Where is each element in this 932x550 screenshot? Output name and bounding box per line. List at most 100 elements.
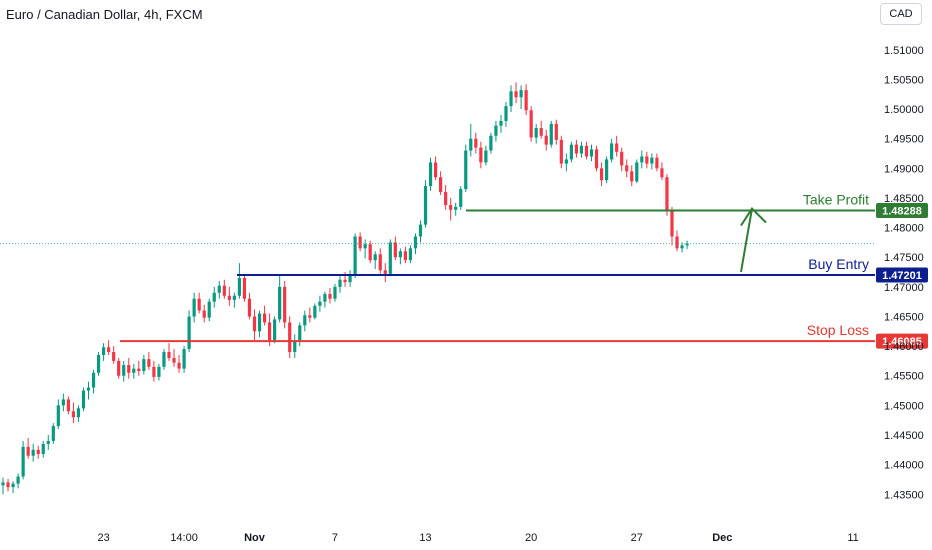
candle-body bbox=[107, 347, 111, 353]
candle bbox=[283, 280, 287, 329]
target-arrow-shaft bbox=[740, 208, 753, 273]
price-tick-label: 1.48500 bbox=[884, 193, 924, 205]
candle-body bbox=[127, 365, 131, 373]
candle-body bbox=[283, 286, 287, 323]
candle bbox=[187, 310, 191, 353]
candle-body bbox=[222, 285, 226, 296]
candle-body bbox=[318, 301, 322, 306]
price-tick-label: 1.46500 bbox=[884, 311, 924, 323]
price-tick-label: 1.49500 bbox=[884, 134, 924, 146]
candle bbox=[348, 270, 352, 287]
candle bbox=[247, 292, 252, 320]
candle bbox=[86, 381, 91, 400]
candle-body bbox=[293, 340, 297, 353]
price-tick-label: 1.48000 bbox=[884, 223, 924, 235]
price-tick-label: 1.51000 bbox=[884, 45, 924, 57]
candle-body bbox=[635, 162, 639, 182]
candle bbox=[192, 292, 196, 323]
candle-body bbox=[112, 352, 116, 361]
candle-body bbox=[267, 322, 272, 341]
candle-body bbox=[61, 399, 65, 406]
candle-body bbox=[569, 144, 573, 160]
candle-body bbox=[328, 293, 332, 299]
candle bbox=[474, 132, 478, 154]
candle bbox=[640, 150, 644, 169]
candle bbox=[257, 310, 262, 338]
candle-body bbox=[117, 360, 121, 376]
candle bbox=[630, 165, 634, 187]
candle bbox=[418, 220, 423, 243]
candle-body bbox=[152, 366, 156, 377]
candle-body bbox=[494, 125, 498, 136]
candle-body bbox=[428, 162, 433, 187]
candle bbox=[298, 322, 302, 347]
candle-body bbox=[539, 128, 543, 136]
plot-area bbox=[0, 30, 875, 524]
candle bbox=[56, 399, 60, 430]
candle-body bbox=[333, 286, 337, 299]
price-tick-label: 1.47500 bbox=[884, 252, 924, 264]
candle-body bbox=[519, 90, 523, 98]
candle bbox=[358, 232, 362, 252]
candle-body bbox=[584, 145, 589, 157]
candle-body bbox=[665, 177, 669, 210]
candle bbox=[262, 305, 267, 326]
candle-body bbox=[645, 156, 649, 164]
candle bbox=[41, 440, 45, 458]
price-tick-label: 1.45000 bbox=[884, 400, 924, 412]
time-axis[interactable]: 23 14:00 Nov 7 13 20 27 Dec 11 bbox=[97, 532, 858, 544]
candle-body bbox=[182, 349, 186, 369]
candle bbox=[293, 334, 297, 358]
candle bbox=[569, 141, 573, 163]
candle bbox=[494, 120, 498, 142]
candle bbox=[524, 84, 528, 115]
price-tick-label: 1.50000 bbox=[884, 104, 924, 116]
candle bbox=[615, 135, 619, 157]
candle bbox=[338, 276, 342, 293]
candle-body bbox=[554, 123, 558, 140]
candle bbox=[147, 352, 151, 370]
price-axis[interactable]: 1.51000 1.50500 1.50000 1.49500 1.49000 1.485… bbox=[884, 45, 924, 501]
candle-body bbox=[247, 298, 252, 317]
candle-body bbox=[217, 285, 221, 293]
candle bbox=[428, 157, 433, 191]
candle-body bbox=[142, 359, 146, 371]
candle-body bbox=[252, 316, 257, 332]
candle-body bbox=[433, 162, 438, 178]
candle-body bbox=[589, 149, 594, 157]
candle bbox=[122, 360, 126, 382]
candle-body bbox=[1, 482, 5, 486]
time-tick-label: 7 bbox=[332, 532, 338, 544]
candle bbox=[333, 283, 337, 302]
candle-body bbox=[559, 139, 563, 164]
candle bbox=[16, 473, 20, 489]
candle bbox=[303, 310, 307, 332]
candle bbox=[167, 343, 171, 361]
candle-body bbox=[56, 405, 60, 427]
candle-body bbox=[660, 168, 664, 178]
candle-body bbox=[625, 165, 629, 172]
candle bbox=[539, 120, 543, 139]
candle-body bbox=[102, 347, 106, 355]
candle-body bbox=[388, 242, 392, 274]
candle-body bbox=[86, 387, 91, 391]
candle-body bbox=[363, 244, 367, 249]
candle-body bbox=[444, 192, 448, 206]
candle bbox=[675, 230, 679, 252]
currency-button[interactable]: CAD bbox=[880, 3, 922, 25]
candle-body bbox=[132, 368, 136, 373]
candle bbox=[81, 387, 86, 412]
candle bbox=[323, 291, 327, 308]
candle bbox=[610, 138, 614, 163]
candle bbox=[413, 233, 418, 255]
candle-body bbox=[489, 135, 493, 151]
candle bbox=[117, 357, 121, 379]
candle bbox=[388, 239, 392, 277]
candle-body bbox=[464, 150, 468, 190]
candle-body bbox=[202, 310, 206, 318]
candle bbox=[132, 363, 136, 379]
candle-body bbox=[313, 305, 317, 318]
candle bbox=[51, 423, 55, 444]
time-tick-label: 27 bbox=[631, 532, 643, 544]
